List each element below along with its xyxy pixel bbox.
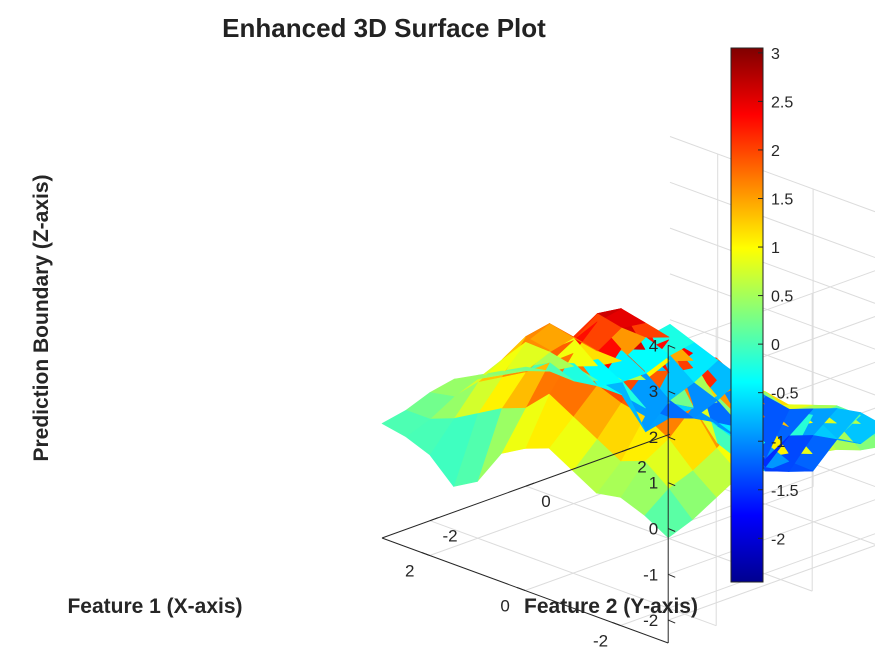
x-tick-label: -2: [593, 632, 608, 651]
z-tick-mark: [668, 482, 676, 487]
y-tick-mark: [429, 517, 439, 522]
z-tick-label: -1: [643, 565, 658, 584]
z-tick-mark: [668, 436, 676, 441]
colorbar: -2 -1.5 -1 -0.5 0 0.5 1 1.5 2 2.5 3: [730, 46, 799, 583]
colorbar-tick-label: 0: [771, 337, 780, 354]
y-tick-label: -2: [442, 527, 457, 546]
z-tick-label: 0: [649, 520, 658, 539]
z-tick-label: -2: [643, 611, 658, 630]
x-tick-mark: [421, 552, 430, 556]
colorbar-ticks: -2 -1.5 -1 -0.5 0 0.5 1 1.5 2 2.5 3: [758, 46, 799, 548]
colorbar-tick-label: -1: [771, 434, 785, 451]
colorbar-tick-label: -1.5: [771, 483, 799, 500]
colorbar-tick-label: 3: [771, 46, 780, 63]
colorbar-tick-label: -0.5: [771, 386, 799, 403]
colorbar-gradient: [730, 47, 764, 583]
z-tick-label: 3: [649, 382, 658, 401]
y-tick-label: 0: [541, 492, 550, 511]
y-axis-label: Feature 2 (Y-axis): [524, 595, 698, 618]
y-tick-mark: [621, 448, 631, 452]
z-tick-mark: [668, 528, 676, 532]
colorbar-tick-label: 2.5: [771, 94, 793, 111]
z-tick-label: 2: [649, 428, 658, 447]
x-axis-label: Feature 1 (X-axis): [67, 595, 242, 618]
y-tick-label: 2: [637, 458, 646, 477]
z-tick-mark: [668, 390, 676, 395]
colorbar-tick-label: 0.5: [771, 289, 793, 306]
colorbar-tick-label: 2: [771, 143, 780, 160]
surface-patch: [381, 409, 431, 438]
z-tick-label: 1: [649, 474, 658, 493]
colorbar-tick-label: 1.5: [771, 191, 793, 208]
x-tick-mark: [516, 587, 526, 591]
colorbar-tick-label: 1: [771, 240, 780, 257]
x-tick-label: 0: [500, 597, 509, 616]
y-tick-mark: [525, 482, 535, 487]
z-tick-mark: [668, 619, 676, 624]
colorbar-tick-label: -2: [771, 531, 785, 548]
z-axis-label: Prediction Boundary (Z-axis): [30, 174, 53, 461]
x-tick-mark: [612, 622, 621, 626]
z-tick-mark: [668, 573, 676, 578]
x-tick-label: 2: [405, 562, 414, 581]
chart-title: Enhanced 3D Surface Plot: [222, 13, 546, 43]
z-tick-mark: [668, 344, 676, 349]
z-tick-label: 4: [649, 336, 658, 355]
